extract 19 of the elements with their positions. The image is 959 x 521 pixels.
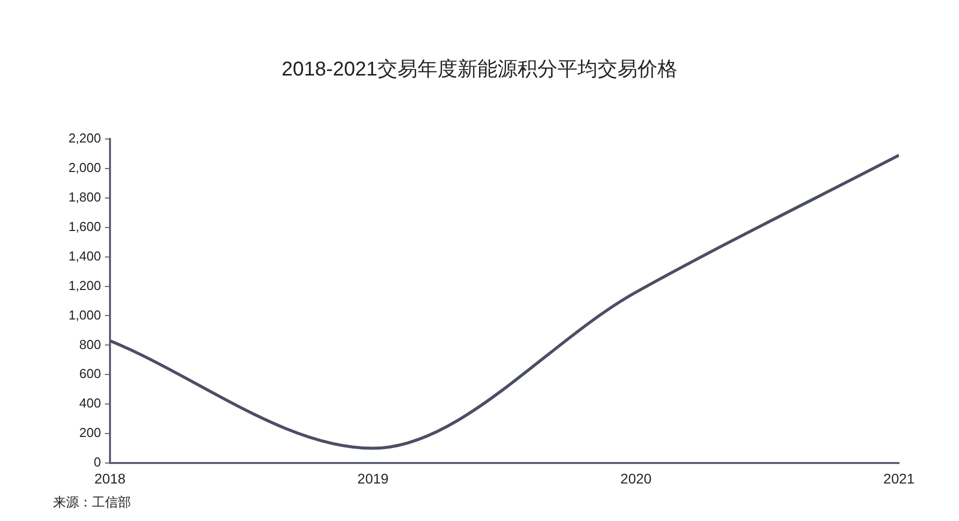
y-tick-label: 0 (94, 454, 101, 470)
y-tick-label: 1,200 (68, 278, 101, 293)
y-tick-label: 1,400 (68, 248, 101, 264)
x-tick-label: 2019 (357, 470, 389, 486)
y-tick-label: 800 (79, 336, 101, 352)
y-tick-label: 2,200 (68, 130, 101, 146)
source-note: 来源：工信部 (53, 494, 131, 510)
y-tick-label: 2,000 (68, 160, 101, 176)
y-tick-label: 600 (79, 366, 101, 382)
y-tick-label: 200 (79, 425, 101, 440)
y-tick-label: 1,600 (68, 218, 101, 234)
x-tick-label: 2018 (94, 470, 126, 486)
y-tick-label: 400 (79, 396, 101, 411)
x-tick-label: 2021 (883, 470, 915, 486)
chart-title: 2018-2021交易年度新能源积分平均交易价格 (282, 58, 678, 81)
y-tick-label: 1,000 (68, 307, 101, 322)
x-tick-label: 2020 (620, 470, 652, 486)
line-series (110, 154, 899, 450)
y-tick-label: 1,800 (68, 189, 101, 204)
